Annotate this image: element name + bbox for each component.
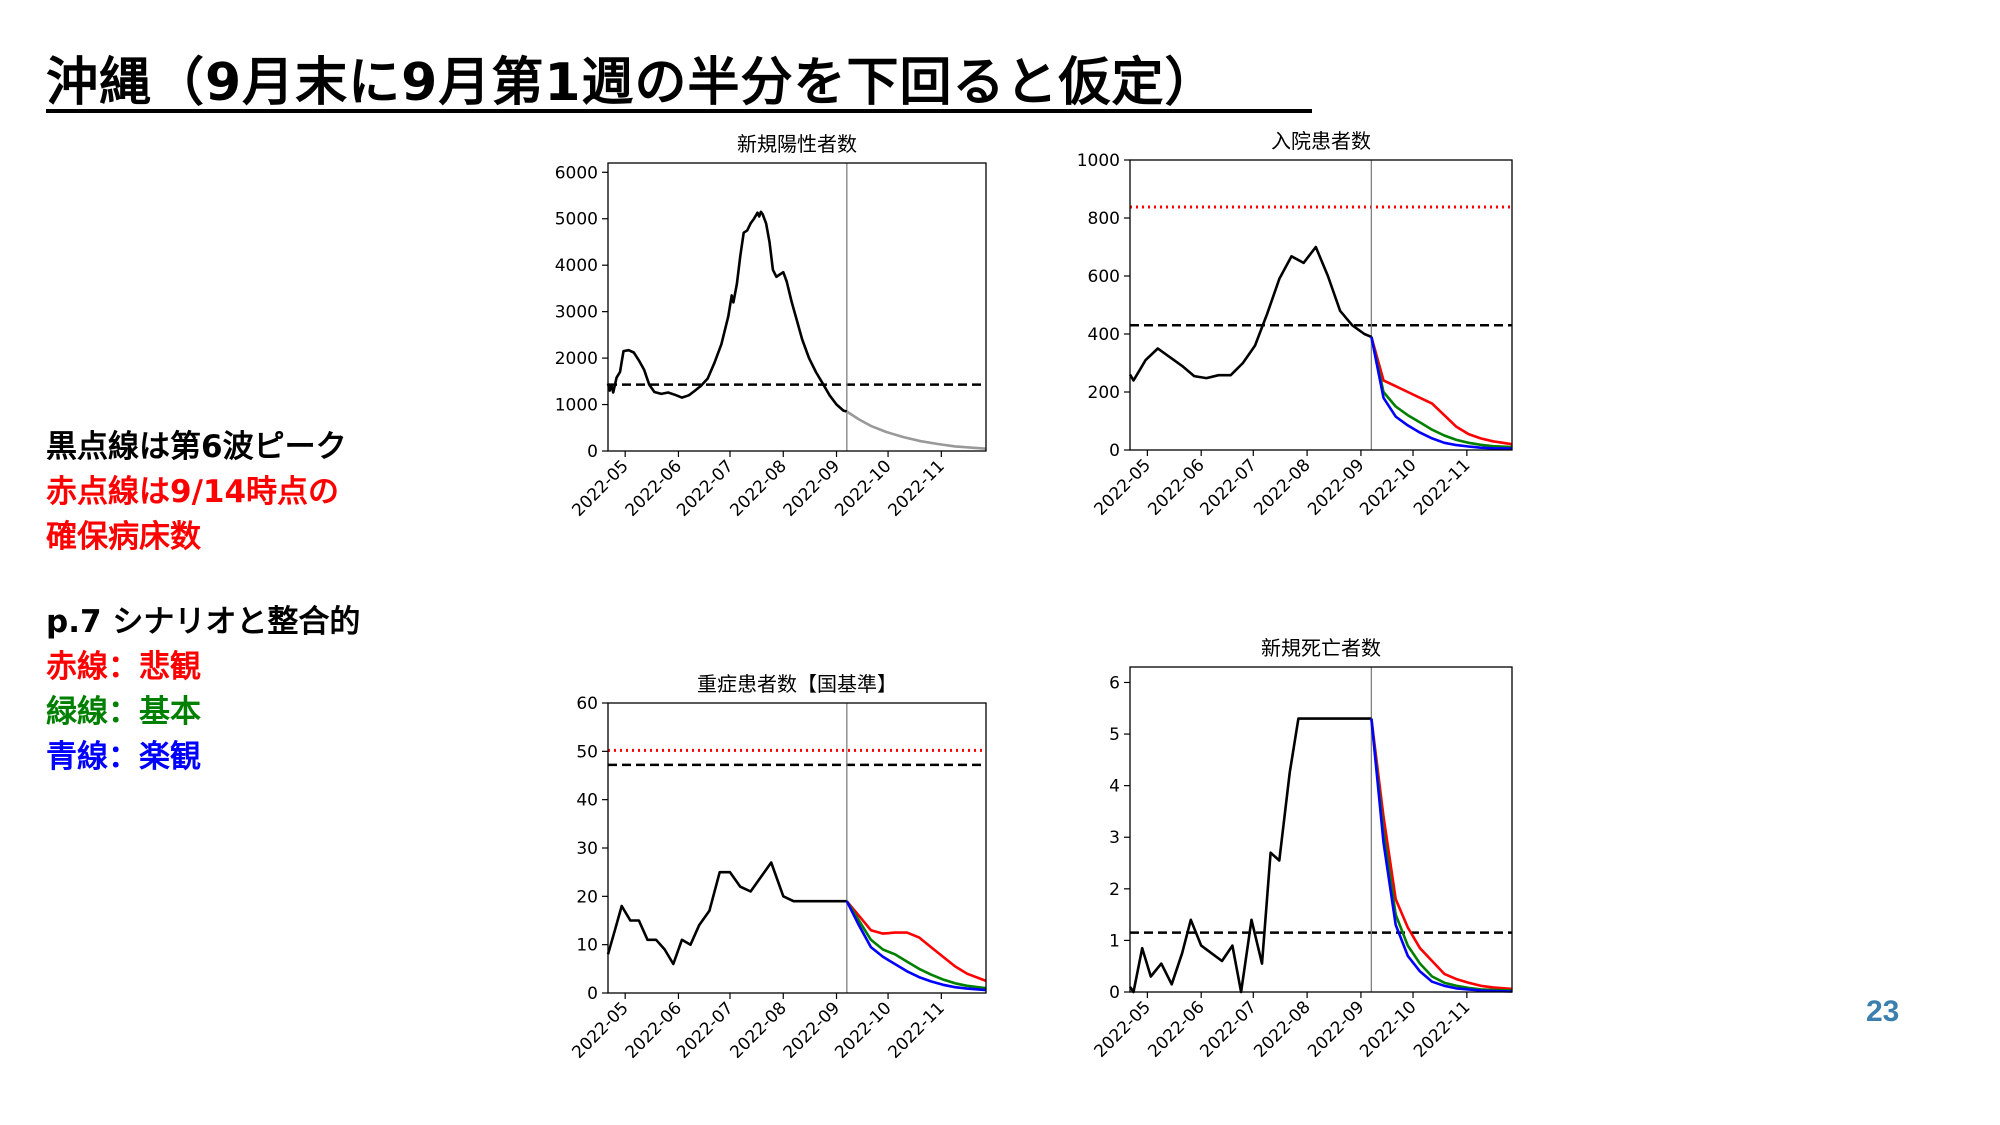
legend-note-line: 緑線：基本 <box>46 694 201 730</box>
x-tick-label: 2022-07 <box>673 456 737 520</box>
series-line-pessimistic <box>845 900 987 983</box>
series-line-observed <box>606 210 848 413</box>
chart-severe: 重症患者数【国基準】01020304050602022-052022-06202… <box>568 672 987 1063</box>
chart-hospitalized: 入院患者数020040060080010002022-052022-062022… <box>1077 129 1513 520</box>
y-tick-label: 0 <box>587 984 598 1004</box>
x-tick-label: 2022-06 <box>1144 997 1208 1061</box>
x-tick-label: 2022-10 <box>831 456 895 520</box>
slide-title: 沖縄（9月末に9月第1週の半分を下回ると仮定） <box>46 53 1218 113</box>
y-tick-label: 4000 <box>555 256 598 276</box>
y-tick-label: 40 <box>576 791 598 811</box>
x-tick-label: 2022-09 <box>1304 997 1368 1061</box>
chart-new-cases: 新規陽性者数 0 1000 2000 3000 4000 5000 6000 2022-05 20… <box>555 132 987 521</box>
x-tick-label: 2022-10 <box>1356 455 1420 519</box>
legend-note-line: p.7 シナリオと整合的 <box>46 604 361 640</box>
series-line-optimistic <box>1370 336 1513 450</box>
series-line-optimistic <box>1370 718 1513 993</box>
x-tick-label: 2022-05 <box>568 456 632 520</box>
y-tick-label: 1000 <box>555 396 598 416</box>
legend-note-line: 黒点線は第6波ピーク <box>46 429 347 465</box>
x-tick-label: 2022-08 <box>1250 997 1314 1061</box>
series-line-base <box>845 900 987 990</box>
y-tick-label: 20 <box>576 887 598 907</box>
series-line-observed <box>606 861 847 966</box>
y-tick-label: 1000 <box>1077 151 1120 171</box>
x-tick-label: 2022-07 <box>673 998 737 1062</box>
y-tick-label: 3000 <box>555 303 598 323</box>
chart-title: 重症患者数【国基準】 <box>697 672 897 696</box>
x-tick-label: 2022-05 <box>1091 455 1155 519</box>
series-line-projection_single <box>846 410 987 450</box>
y-tick-label: 5 <box>1109 725 1120 745</box>
y-tick-label: 50 <box>576 742 598 762</box>
x-tick-label: 2022-11 <box>1410 455 1474 519</box>
x-tick-label: 2022-10 <box>1356 997 1420 1061</box>
y-tick-label: 800 <box>1088 209 1120 229</box>
legend-notes-reference-lines: 黒点線は第6波ピーク 赤点線は9/14時点の 確保病床数 <box>46 425 347 560</box>
x-tick-label: 2022-08 <box>1250 455 1314 519</box>
y-tick-label: 0 <box>1109 441 1120 461</box>
series-line-optimistic <box>845 900 987 992</box>
x-tick-label: 2022-11 <box>1410 997 1474 1061</box>
plot-frame <box>1129 666 1513 993</box>
y-tick-label: 6 <box>1109 673 1120 693</box>
y-tick-label: 600 <box>1088 267 1120 287</box>
x-tick-label: 2022-11 <box>884 998 948 1062</box>
x-tick-label: 2022-05 <box>568 998 632 1062</box>
x-tick-label: 2022-11 <box>884 456 948 520</box>
series-line-pessimistic <box>1370 718 1513 991</box>
legend-notes-scenarios: p.7 シナリオと整合的 赤線：悲観緑線：基本青線：楽観 <box>46 600 360 780</box>
y-tick-label: 0 <box>1109 983 1120 1003</box>
x-tick-label: 2022-06 <box>1144 455 1208 519</box>
series-line-pessimistic <box>1370 336 1513 446</box>
y-tick-label: 400 <box>1088 325 1120 345</box>
series-line-observed <box>1128 717 1372 994</box>
y-tick-label: 200 <box>1088 383 1120 403</box>
y-tick-label: 2 <box>1109 880 1120 900</box>
x-tick-label: 2022-07 <box>1196 997 1260 1061</box>
y-tick-label: 4 <box>1109 777 1120 797</box>
plot-frame <box>607 162 987 452</box>
plot-frame <box>1129 159 1513 451</box>
x-tick-label: 2022-07 <box>1196 455 1260 519</box>
legend-note-line: 確保病床数 <box>46 519 201 555</box>
y-tick-label: 6000 <box>555 163 598 183</box>
y-tick-label: 3 <box>1109 828 1120 848</box>
y-tick-label: 5000 <box>555 210 598 230</box>
legend-note-line: 赤線：悲観 <box>46 649 201 685</box>
y-tick-label: 60 <box>576 694 598 714</box>
chart-deaths: 新規死亡者数01234562022-052022-062022-072022-0… <box>1091 636 1513 1062</box>
y-tick-label: 30 <box>576 839 598 859</box>
series-line-observed <box>1128 245 1372 382</box>
chart-title: 入院患者数 <box>1271 129 1371 153</box>
x-tick-label: 2022-09 <box>1304 455 1368 519</box>
x-tick-label: 2022-08 <box>726 456 790 520</box>
x-tick-label: 2022-10 <box>831 998 895 1062</box>
title-underline <box>46 109 1312 113</box>
y-tick-label: 10 <box>576 936 598 956</box>
series-line-base <box>1370 336 1513 449</box>
legend-note-line: 青線：楽観 <box>46 739 201 775</box>
page-number: 23 <box>1866 995 1900 1028</box>
legend-note-line: 赤点線は9/14時点の <box>46 474 340 510</box>
y-tick-label: 2000 <box>555 349 598 369</box>
series-line-base <box>1370 718 1513 992</box>
x-tick-label: 2022-08 <box>726 998 790 1062</box>
chart-title: 新規死亡者数 <box>1261 636 1381 660</box>
x-tick-label: 2022-05 <box>1091 997 1155 1061</box>
y-tick-label: 1 <box>1109 931 1120 951</box>
chart-title: 新規陽性者数 <box>737 132 857 156</box>
y-tick-label: 0 <box>587 442 598 462</box>
